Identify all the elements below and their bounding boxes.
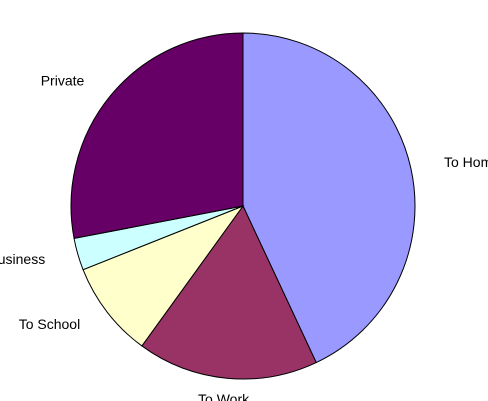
slice-label-to-work: To Work: [198, 391, 250, 401]
slice-label-to-home: To Home: [444, 154, 488, 170]
slice-label-business: Business: [0, 251, 45, 267]
slice-label-private: Private: [41, 72, 85, 88]
slice-label-to-school: To School: [19, 316, 80, 332]
pie-slice-private: [70, 32, 244, 240]
pie-slice-to-home: [242, 32, 416, 364]
pie-slice-to-work: [141, 205, 317, 380]
pie-slice-to-school: [82, 204, 245, 347]
